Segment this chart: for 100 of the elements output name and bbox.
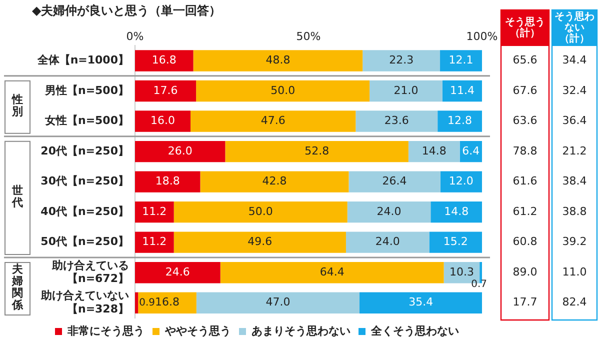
text: 38.4 bbox=[562, 174, 587, 188]
bar bbox=[347, 201, 431, 223]
y-tick-label: 助け合えていない【n=328】 bbox=[40, 289, 129, 316]
data-label: 47.6 bbox=[260, 114, 286, 128]
y-tick-label: 40代【n=250】 bbox=[40, 204, 129, 218]
data-label: 6.4 bbox=[462, 144, 480, 158]
y-tick-label: 全体【n=1000】 bbox=[36, 54, 129, 67]
text: 78.8 bbox=[512, 144, 538, 158]
bar bbox=[193, 50, 363, 72]
data-label: 10.3 bbox=[449, 265, 474, 278]
bar bbox=[196, 292, 360, 314]
text: 63.6 bbox=[512, 114, 538, 128]
bar bbox=[408, 140, 460, 162]
chart-title: ◆夫婦仲が良いと思う（単一回答） bbox=[32, 3, 222, 18]
bar bbox=[438, 110, 482, 132]
bar bbox=[135, 80, 196, 102]
data-label: 0.9 bbox=[139, 297, 156, 308]
data-label: 16.8 bbox=[152, 54, 176, 67]
text: 世代 bbox=[11, 184, 23, 209]
data-label: 64.4 bbox=[320, 265, 344, 278]
text: 夫婦関係 bbox=[11, 262, 24, 312]
data-label: 0.7 bbox=[471, 279, 487, 290]
data-label: 26.0 bbox=[168, 144, 192, 158]
y-tick-label: 50代【n=250】 bbox=[40, 235, 129, 248]
bar bbox=[362, 50, 440, 72]
data-label: 42.8 bbox=[262, 174, 287, 188]
text: 17.7 bbox=[512, 296, 538, 309]
data-label: 12.8 bbox=[448, 114, 472, 128]
text: 61.2 bbox=[512, 204, 538, 218]
text: 32.4 bbox=[562, 84, 587, 97]
bar bbox=[225, 140, 408, 162]
data-label: 26.4 bbox=[382, 174, 407, 188]
text: 61.6 bbox=[512, 174, 538, 188]
data-label: 15.2 bbox=[443, 235, 468, 248]
bar bbox=[200, 171, 349, 192]
legend-label: あまりそう思わない bbox=[252, 324, 350, 338]
x-tick-label: 0% bbox=[126, 30, 144, 43]
y-tick-label: 助け合えている【n=672】 bbox=[51, 258, 129, 286]
bar bbox=[135, 262, 220, 284]
data-label: 16.8 bbox=[155, 296, 180, 309]
data-label: 48.8 bbox=[266, 54, 290, 67]
bar bbox=[135, 110, 191, 132]
data-label: 14.8 bbox=[422, 144, 446, 158]
y-tick-label: 女性【n=500】 bbox=[44, 114, 129, 128]
data-label: 47.0 bbox=[266, 296, 290, 309]
data-label: 16.0 bbox=[150, 114, 176, 128]
text: 89.0 bbox=[512, 265, 538, 278]
text: 21.2 bbox=[562, 144, 587, 158]
text: 36.4 bbox=[562, 114, 587, 128]
text: 38.8 bbox=[562, 204, 587, 218]
x-tick-label: 100% bbox=[466, 30, 498, 43]
text: 11.0 bbox=[562, 265, 587, 278]
bar bbox=[440, 171, 482, 192]
text: 性別 bbox=[11, 92, 23, 118]
data-label: 12.0 bbox=[448, 174, 474, 188]
bar bbox=[135, 232, 174, 253]
data-label: 24.0 bbox=[376, 204, 402, 218]
data-label: 24.0 bbox=[375, 235, 400, 248]
x-tick-label: 50% bbox=[296, 30, 321, 43]
data-label: 35.4 bbox=[408, 296, 434, 309]
data-label: 14.8 bbox=[444, 204, 469, 218]
bar bbox=[196, 80, 370, 102]
legend-label: ややそう思う bbox=[164, 324, 231, 338]
text: 65.6 bbox=[512, 54, 538, 67]
text: そう思わない（計） bbox=[554, 10, 594, 45]
data-label: 11.2 bbox=[142, 235, 167, 248]
bar bbox=[135, 140, 226, 162]
bar bbox=[135, 292, 138, 314]
text: 60.8 bbox=[512, 235, 538, 248]
y-tick-label: 20代【n=250】 bbox=[40, 144, 129, 158]
bar bbox=[174, 232, 346, 253]
text: 67.6 bbox=[512, 84, 538, 97]
data-label: 23.6 bbox=[384, 114, 409, 128]
data-label: 50.0 bbox=[248, 204, 273, 218]
text: そう思う（計） bbox=[505, 16, 545, 40]
data-label: 21.0 bbox=[394, 84, 418, 97]
bar bbox=[135, 201, 174, 223]
text: 39.2 bbox=[562, 235, 587, 248]
y-tick-label: 男性【n=500】 bbox=[44, 84, 129, 97]
bar bbox=[356, 110, 438, 132]
bar bbox=[174, 201, 348, 223]
bar bbox=[442, 80, 482, 102]
data-label: 50.0 bbox=[270, 84, 296, 97]
bar bbox=[370, 80, 442, 102]
data-label: 52.8 bbox=[304, 144, 330, 158]
bar bbox=[429, 232, 482, 253]
bar bbox=[360, 292, 482, 314]
bar bbox=[348, 171, 440, 192]
text: 34.4 bbox=[562, 54, 587, 67]
data-label: 11.2 bbox=[142, 204, 167, 218]
data-label: 17.6 bbox=[153, 84, 178, 97]
text: 82.4 bbox=[562, 296, 587, 309]
data-label: 12.1 bbox=[448, 54, 474, 67]
bar bbox=[440, 50, 482, 72]
data-label: 22.3 bbox=[389, 54, 414, 67]
data-label: 24.6 bbox=[165, 265, 190, 278]
y-tick-label: 30代【n=250】 bbox=[40, 174, 129, 188]
legend-label: 非常にそう思う bbox=[66, 324, 144, 338]
bar bbox=[220, 262, 444, 284]
bar bbox=[190, 110, 356, 132]
